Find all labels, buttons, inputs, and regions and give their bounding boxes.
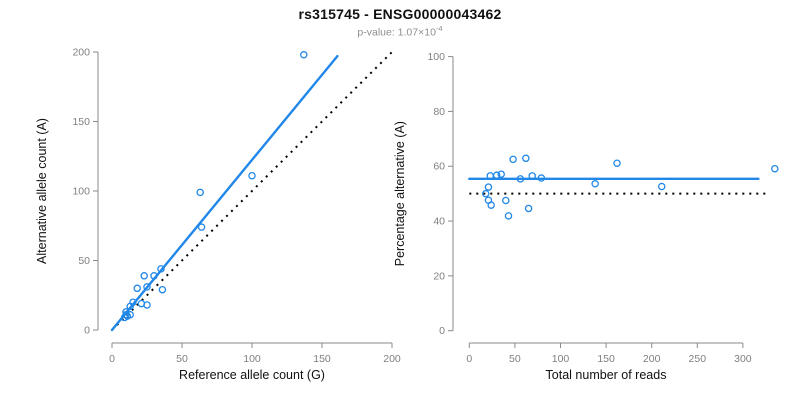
x-tick-label: 0 <box>109 353 115 365</box>
pvalue-exponent: -4 <box>435 24 443 33</box>
x-tick-label: 50 <box>509 353 521 365</box>
data-point <box>126 302 134 311</box>
y-tick-label: 100 <box>72 186 90 198</box>
pvalue-mantissa: 1.07×10 <box>397 26 436 39</box>
y-axis-title: Percentage alternative (A) <box>393 121 407 266</box>
x-tick-label: 50 <box>176 353 188 365</box>
data-point <box>157 265 165 273</box>
regression-line <box>110 54 339 332</box>
x-tick-label: 200 <box>643 353 661 365</box>
data-point <box>140 272 148 280</box>
y-tick-label: 40 <box>433 216 445 228</box>
data-point <box>516 175 525 183</box>
data-point <box>133 284 141 293</box>
percentage-vs-coverage-scatter: 0 20 40 60 80 100 0 50 100 150 200 250 300 Total numb… <box>393 51 779 382</box>
x-tick-label: 300 <box>734 353 752 365</box>
pvalue-label: p-value: <box>357 26 398 39</box>
x-tick-label: 100 <box>552 353 570 365</box>
allele-counts-scatter: 0 50 100 150 200 0 50 100 150 200 Reference allele… <box>35 47 401 383</box>
y-tick-label: 0 <box>84 325 90 337</box>
data-point <box>143 301 151 309</box>
data-point <box>771 164 779 173</box>
data-point <box>591 180 599 188</box>
data-point <box>657 182 666 191</box>
pvalue-subtitle: p-value: 1.07×10-4 <box>0 24 800 39</box>
data-point <box>196 188 204 197</box>
y-axis-title: Alternative allele count (A) <box>35 118 49 264</box>
y-tick-label: 50 <box>78 255 90 267</box>
x-axis-title: Total number of reads <box>546 368 667 382</box>
data-point <box>481 189 490 198</box>
data-point <box>504 212 513 220</box>
y-tick-label: 80 <box>433 106 445 118</box>
y-tick-label: 100 <box>427 51 445 63</box>
data-point <box>522 154 530 163</box>
data-point <box>528 172 536 180</box>
page-title: rs315745 - ENSG00000043462 <box>298 6 502 22</box>
y-tick-label: 200 <box>72 47 90 59</box>
data-point <box>150 272 158 280</box>
x-tick-label: 150 <box>597 353 615 365</box>
x-tick-label: 250 <box>689 353 707 365</box>
y-tick-label: 20 <box>433 270 445 282</box>
x-tick-label: 100 <box>243 353 261 365</box>
data-point <box>502 196 510 205</box>
y-tick-label: 60 <box>433 161 445 173</box>
data-point <box>248 171 256 180</box>
data-point <box>497 170 505 178</box>
x-tick-label: 0 <box>466 353 472 365</box>
data-point <box>537 174 546 182</box>
data-point <box>524 204 533 213</box>
data-point <box>613 159 621 167</box>
identity-line <box>111 51 393 331</box>
data-point <box>143 283 151 291</box>
data-point <box>158 285 167 294</box>
data-point <box>509 155 517 164</box>
data-point <box>197 223 206 231</box>
y-tick-label: 150 <box>72 116 90 128</box>
x-tick-label: 150 <box>313 353 331 365</box>
data-point <box>484 196 493 204</box>
x-tick-label: 200 <box>383 353 401 365</box>
data-point <box>484 183 493 191</box>
data-point <box>120 313 129 322</box>
data-point <box>486 172 495 180</box>
x-axis-title: Reference allele count (G) <box>179 368 325 382</box>
y-tick-label: 0 <box>439 325 445 337</box>
data-point <box>300 51 308 59</box>
